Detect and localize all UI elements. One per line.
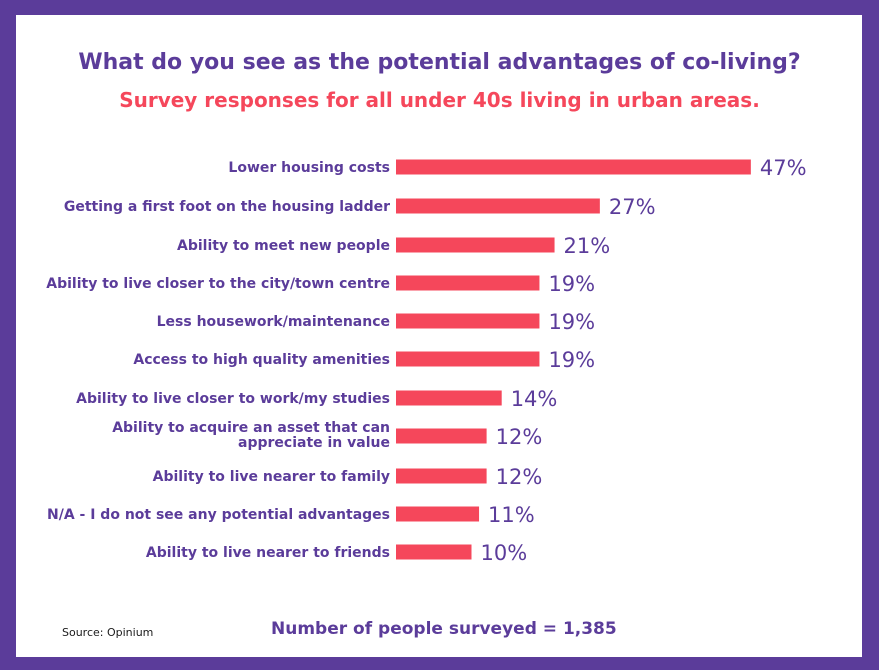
category-label-less-housework-maintenance: Less housework/maintenance xyxy=(157,314,390,330)
chart-subtitle: Survey responses for all under 40s livin… xyxy=(119,88,760,112)
category-label-lower-housing-costs: Lower housing costs xyxy=(228,160,390,176)
bar-ability-to-live-closer-to-the-city-town-centre xyxy=(396,275,540,291)
category-label-n-a-i-do-not-see-any-potential-advantages: N/A - I do not see any potential advanta… xyxy=(47,507,390,523)
bar-ability-to-acquire-an-asset-that-can-appreciate-in-value xyxy=(396,428,487,444)
surveyed-count: Number of people surveyed = 1,385 xyxy=(271,619,617,639)
bar-lower-housing-costs xyxy=(396,159,751,175)
bar-n-a-i-do-not-see-any-potential-advantages xyxy=(396,506,480,522)
category-label-ability-to-live-nearer-to-friends: Ability to live nearer to friends xyxy=(146,545,390,561)
bar-access-to-high-quality-amenities xyxy=(396,351,540,367)
source-note: Source: Opinium xyxy=(62,626,154,639)
bar-ability-to-live-closer-to-work-my-studies xyxy=(396,390,502,406)
chart-title: What do you see as the potential advanta… xyxy=(78,50,801,75)
category-label-ability-to-acquire-an-asset-that-can-appreciate-in-value: Ability to acquire an asset that can appr… xyxy=(112,420,390,451)
value-label-ability-to-live-nearer-to-family: 12% xyxy=(496,465,543,489)
value-label-less-housework-maintenance: 19% xyxy=(548,310,595,334)
bar-less-housework-maintenance xyxy=(396,313,540,329)
value-label-access-to-high-quality-amenities: 19% xyxy=(548,348,595,372)
category-label-getting-a-first-foot-on-the-housing-ladder: Getting a first foot on the housing ladd… xyxy=(64,199,390,215)
value-label-ability-to-live-nearer-to-friends: 10% xyxy=(481,541,528,565)
category-label-access-to-high-quality-amenities: Access to high quality amenities xyxy=(133,352,390,368)
value-label-getting-a-first-foot-on-the-housing-ladder: 27% xyxy=(609,195,656,219)
bar-getting-a-first-foot-on-the-housing-ladder xyxy=(396,198,600,214)
category-label-ability-to-meet-new-people: Ability to meet new people xyxy=(177,238,390,254)
value-label-n-a-i-do-not-see-any-potential-advantages: 11% xyxy=(488,503,535,527)
value-label-ability-to-live-closer-to-work-my-studies: 14% xyxy=(511,387,558,411)
value-label-ability-to-meet-new-people: 21% xyxy=(564,234,611,258)
category-label-ability-to-live-nearer-to-family: Ability to live nearer to family xyxy=(153,469,390,485)
value-label-ability-to-live-closer-to-the-city-town-centre: 19% xyxy=(548,272,595,296)
bar-ability-to-meet-new-people xyxy=(396,237,555,253)
bar-ability-to-live-nearer-to-friends xyxy=(396,544,472,560)
value-label-ability-to-acquire-an-asset-that-can-appreciate-in-value: 12% xyxy=(496,425,543,449)
category-label-ability-to-live-closer-to-the-city-town-centre: Ability to live closer to the city/town … xyxy=(46,276,390,292)
category-label-ability-to-live-closer-to-work-my-studies: Ability to live closer to work/my studie… xyxy=(76,391,390,407)
value-label-lower-housing-costs: 47% xyxy=(760,156,807,180)
bar-ability-to-live-nearer-to-family xyxy=(396,468,487,484)
